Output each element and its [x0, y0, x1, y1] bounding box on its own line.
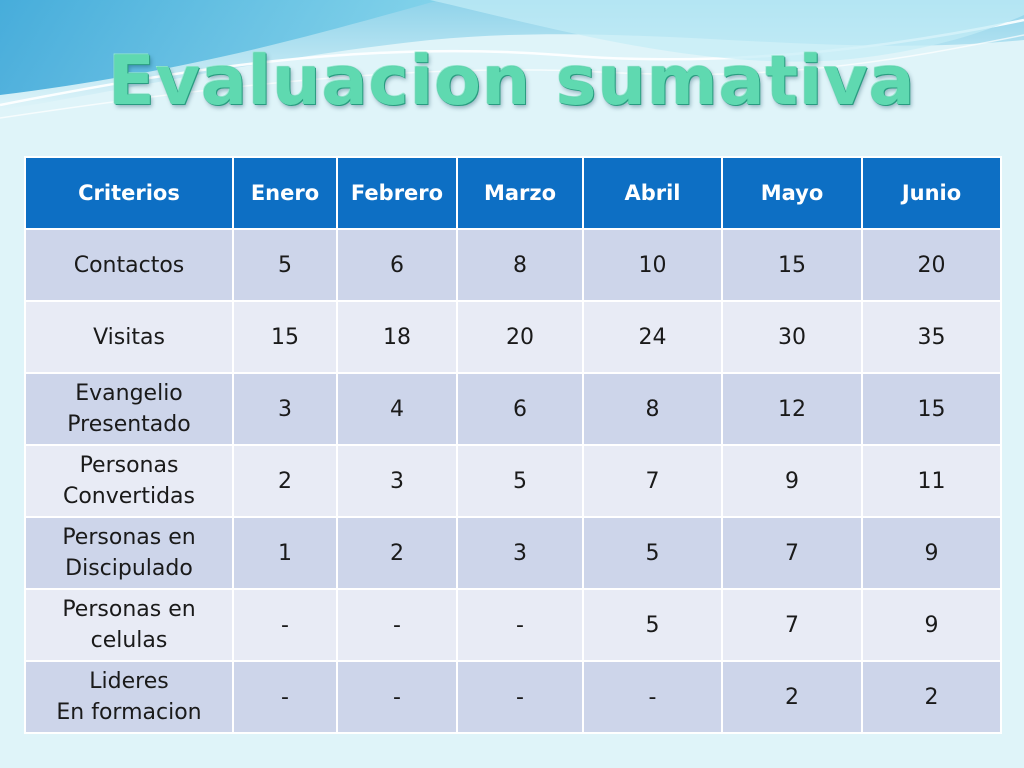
- row-criterio: Evangelio Presentado: [24, 372, 234, 446]
- table-cell: -: [582, 660, 723, 734]
- table-cell: 9: [861, 516, 1002, 590]
- table-cell: 11: [861, 444, 1002, 518]
- table-cell: 3: [456, 516, 584, 590]
- header-enero: Enero: [232, 156, 338, 230]
- table-cell: 8: [582, 372, 723, 446]
- table-cell: 8: [456, 228, 584, 302]
- table-row: Contactos 5 6 8 10 15 20: [24, 228, 1002, 302]
- table-row: Personas Convertidas 2 3 5 7 9 11: [24, 444, 1002, 518]
- table-cell: 3: [232, 372, 338, 446]
- table-cell: -: [232, 588, 338, 662]
- table-cell: 30: [721, 300, 863, 374]
- table-cell: 2: [336, 516, 458, 590]
- table-cell: -: [336, 588, 458, 662]
- table-cell: 20: [861, 228, 1002, 302]
- table-cell: -: [456, 588, 584, 662]
- table-cell: 2: [721, 660, 863, 734]
- row-criterio: Personas Convertidas: [24, 444, 234, 518]
- table-cell: -: [232, 660, 338, 734]
- header-abril: Abril: [582, 156, 723, 230]
- row-criterio: Personas en Discipulado: [24, 516, 234, 590]
- table-row: Personas en celulas - - - 5 7 9: [24, 588, 1002, 662]
- table-cell: 7: [721, 588, 863, 662]
- table-cell: 2: [861, 660, 1002, 734]
- table-row: Personas en Discipulado 1 2 3 5 7 9: [24, 516, 1002, 590]
- table-cell: 6: [456, 372, 584, 446]
- table-cell: 20: [456, 300, 584, 374]
- table-header-row: Criterios Enero Febrero Marzo Abril Mayo…: [24, 156, 1002, 230]
- table-cell: 12: [721, 372, 863, 446]
- header-febrero: Febrero: [336, 156, 458, 230]
- header-criterios: Criterios: [24, 156, 234, 230]
- row-criterio: Contactos: [24, 228, 234, 302]
- table-cell: 5: [232, 228, 338, 302]
- table-row: Visitas 15 18 20 24 30 35: [24, 300, 1002, 374]
- table-cell: 15: [232, 300, 338, 374]
- row-criterio: Personas en celulas: [24, 588, 234, 662]
- table-row: Lideres En formacion - - - - 2 2: [24, 660, 1002, 734]
- table-cell: 35: [861, 300, 1002, 374]
- table-cell: 4: [336, 372, 458, 446]
- row-criterio: Visitas: [24, 300, 234, 374]
- table-cell: 7: [582, 444, 723, 518]
- table-cell: 2: [232, 444, 338, 518]
- table-cell: 7: [721, 516, 863, 590]
- table-cell: 1: [232, 516, 338, 590]
- table-cell: 15: [721, 228, 863, 302]
- table-cell: -: [336, 660, 458, 734]
- header-marzo: Marzo: [456, 156, 584, 230]
- table-cell: 10: [582, 228, 723, 302]
- slide-title: Evaluacion sumativa: [108, 42, 916, 121]
- table-cell: 18: [336, 300, 458, 374]
- table-cell: 15: [861, 372, 1002, 446]
- evaluation-table: Criterios Enero Febrero Marzo Abril Mayo…: [24, 156, 1002, 734]
- table-cell: 9: [861, 588, 1002, 662]
- row-criterio: Lideres En formacion: [24, 660, 234, 734]
- table-cell: -: [456, 660, 584, 734]
- table-cell: 5: [582, 516, 723, 590]
- table-cell: 24: [582, 300, 723, 374]
- evaluation-table-container: Criterios Enero Febrero Marzo Abril Mayo…: [24, 156, 1002, 734]
- table-cell: 6: [336, 228, 458, 302]
- table-cell: 3: [336, 444, 458, 518]
- header-mayo: Mayo: [721, 156, 863, 230]
- table-cell: 5: [582, 588, 723, 662]
- table-cell: 5: [456, 444, 584, 518]
- header-junio: Junio: [861, 156, 1002, 230]
- table-row: Evangelio Presentado 3 4 6 8 12 15: [24, 372, 1002, 446]
- table-cell: 9: [721, 444, 863, 518]
